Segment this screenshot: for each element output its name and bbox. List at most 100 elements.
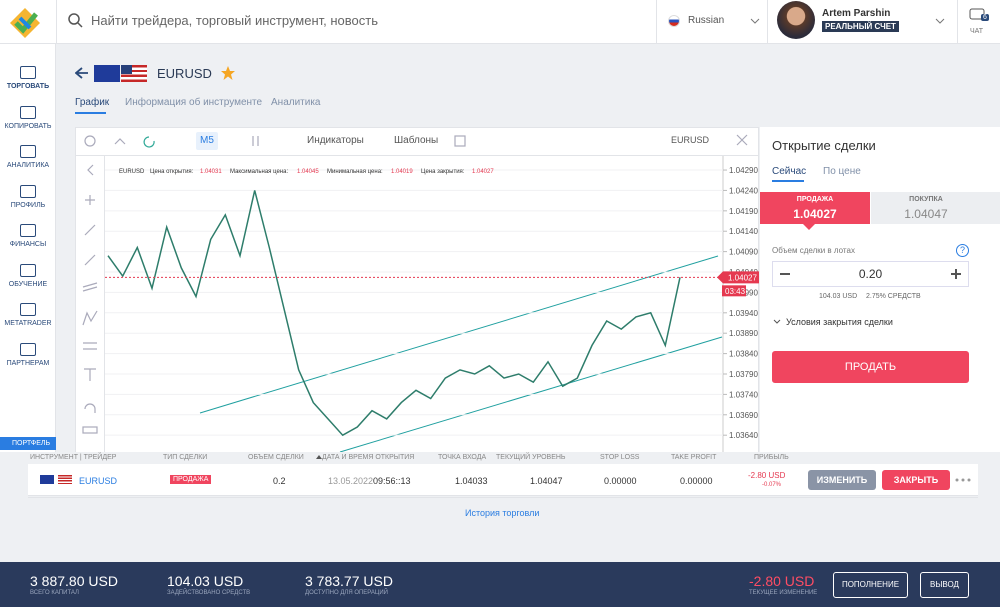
- nav-icon: [20, 342, 36, 356]
- sell-price: 1.04027: [793, 207, 837, 221]
- y-tick-label: 1.03690: [729, 411, 758, 420]
- chevron: [750, 18, 760, 24]
- ohlc-high-label: Максимальная цена:: [230, 169, 288, 175]
- margin-pct: 2.75% СРЕДСТВ: [866, 293, 921, 300]
- drawing-tools: [75, 155, 105, 452]
- column-header: ОБЪЕМ СДЕЛКИ: [248, 454, 304, 461]
- sell-tab[interactable]: [760, 192, 870, 224]
- pos-profit-pct: -0.07%: [762, 482, 782, 488]
- deposit-button[interactable]: ПОПОЛНЕНИЕ: [833, 572, 908, 598]
- column-header: ТИП СДЕЛКИ: [163, 454, 208, 461]
- price-line: [107, 190, 681, 437]
- tab[interactable]: Аналитика: [271, 97, 321, 108]
- timer: 03:43: [725, 287, 746, 296]
- chevron: [935, 18, 945, 24]
- ohlc-low: 1.04019: [391, 169, 413, 175]
- nav-item[interactable]: ТОРГОВАТЬ: [6, 83, 50, 90]
- help-icon[interactable]: ?: [956, 244, 969, 257]
- nav-icon: [20, 105, 36, 119]
- close-button[interactable]: ЗАКРЫТЬ: [882, 470, 950, 490]
- nav-item[interactable]: ФИНАНСЫ: [9, 241, 47, 248]
- sort-arrow: [316, 455, 322, 459]
- nav-item[interactable]: ОБУЧЕНИЕ: [8, 280, 48, 288]
- account-type: РЕАЛЬНЫЙ СЧЕТ: [822, 21, 899, 32]
- tab[interactable]: По цене: [823, 166, 861, 177]
- sell-label: ПРОДАЖА: [796, 196, 834, 203]
- back-arrow[interactable]: [75, 67, 89, 79]
- y-tick-label: 1.03940: [729, 309, 758, 318]
- column-header[interactable]: ДАТА И ВРЕМЯ ОТКРЫТИЯ: [322, 454, 415, 461]
- buy-tab[interactable]: [871, 192, 1000, 224]
- pos-volume: 0.2: [273, 476, 286, 486]
- stepper[interactable]: [778, 268, 968, 280]
- favorite-star[interactable]: [221, 66, 235, 80]
- pos-date: 13.05.2022: [328, 476, 374, 486]
- column-header: ТОЧКА ВХОДА: [438, 454, 487, 461]
- pos-symbol[interactable]: EURUSD: [79, 476, 118, 486]
- flag-us: [121, 65, 147, 82]
- tab[interactable]: График: [75, 97, 110, 108]
- nav-item[interactable]: METATRADER: [4, 320, 52, 327]
- timer-tag: [722, 285, 746, 297]
- chart-symbol[interactable]: EURUSD: [671, 135, 710, 145]
- flag-ru: [668, 15, 680, 27]
- y-tick-label: 1.04240: [729, 186, 758, 195]
- search-icon: [68, 13, 83, 28]
- ohlc-open-label: Цена открытия:: [150, 169, 194, 175]
- ohlc-high: 1.04045: [297, 169, 319, 175]
- y-tick-label: 1.03740: [729, 390, 758, 399]
- footer-value: 3 887.80 USD: [30, 573, 118, 589]
- withdraw-button[interactable]: ВЫВОД: [920, 572, 969, 598]
- footer-label: ВСЕГО КАПИТАЛ: [30, 590, 79, 596]
- language[interactable]: Russian: [688, 15, 725, 26]
- edit-button[interactable]: ИЗМЕНИТЬ: [808, 470, 876, 490]
- more-menu[interactable]: [955, 478, 971, 482]
- footer-value: -2.80 USD: [749, 573, 815, 589]
- pos-time: 09:56::13: [373, 476, 411, 486]
- nav-icon: [20, 263, 36, 277]
- ohlc-low-label: Минимальная цена:: [327, 169, 383, 175]
- nav-item[interactable]: АНАЛИТИКА: [6, 162, 50, 169]
- avatar[interactable]: [777, 1, 815, 39]
- chat-badge: 6: [981, 14, 989, 21]
- ohlc-close-label: Цена закрытия:: [421, 169, 465, 175]
- pos-type: ПРОДАЖА: [170, 475, 212, 484]
- margin: 104.03 USD: [819, 293, 858, 300]
- ohlc-open: 1.04031: [200, 169, 222, 175]
- nav-icon: [20, 66, 36, 79]
- y-tick-label: 1.03890: [729, 329, 758, 338]
- volume-input[interactable]: [772, 261, 969, 287]
- chart: 1.04290 1.04240 1.04190 1.04140 1.04090 1.040…: [82, 134, 759, 453]
- nav-item[interactable]: ПРОФИЛЬ: [10, 201, 46, 209]
- pos-sl: 0.00000: [604, 476, 637, 486]
- tab[interactable]: Информация об инструменте: [125, 97, 263, 108]
- volume-label: Объем сделки в лотах: [772, 246, 855, 255]
- history-link[interactable]: История торговли: [465, 508, 540, 518]
- indicators[interactable]: Индикаторы: [307, 135, 364, 146]
- sell-button[interactable]: ПРОДАТЬ: [772, 351, 969, 383]
- buy-price: 1.04047: [904, 207, 948, 221]
- footer-label: ЗАДЕЙСТВОВАНО СРЕДСТВ: [167, 590, 251, 596]
- nav-item[interactable]: ПАРТНЕРАМ: [6, 359, 50, 367]
- nav-item[interactable]: КОПИРОВАТЬ: [4, 122, 52, 130]
- tab[interactable]: Сейчас: [772, 166, 807, 177]
- nav-icon: [20, 303, 36, 316]
- portfolio-tab[interactable]: ПОРТФЕЛЬ: [0, 437, 56, 450]
- y-tick-label: 1.03640: [729, 431, 758, 440]
- footer-label: ДОСТУПНО ДЛЯ ОПЕРАЦИЙ: [305, 590, 388, 596]
- current-price-tag: [717, 271, 759, 284]
- close-conditions[interactable]: Условия закрытия сделки: [786, 317, 893, 327]
- pos-tp: 0.00000: [680, 476, 713, 486]
- column-header: ИНСТРУМЕНТ | ТРЕЙДЕР: [30, 454, 117, 461]
- y-tick-label: 1.04290: [729, 166, 758, 175]
- flag-eu: [94, 65, 120, 82]
- footer-label: ТЕКУЩЕЕ ИЗМЕНЕНИЕ: [749, 590, 818, 596]
- chat-label[interactable]: ЧАТ: [970, 28, 984, 35]
- timeframe[interactable]: M5: [200, 135, 214, 146]
- templates[interactable]: Шаблоны: [394, 135, 439, 146]
- nav-icon: [20, 184, 36, 198]
- search-input[interactable]: Найти трейдера, торговый инструмент, нов…: [91, 13, 379, 28]
- logo[interactable]: [8, 6, 42, 40]
- footer-value: 104.03 USD: [167, 573, 244, 589]
